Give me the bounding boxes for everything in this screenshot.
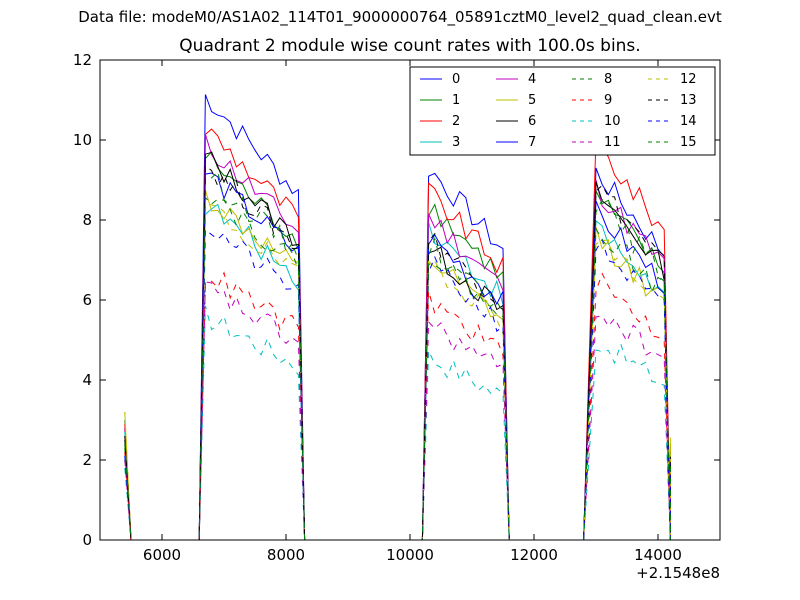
y-tick-label: 6	[82, 291, 92, 309]
legend-box	[409, 66, 716, 156]
series-line-7	[124, 172, 671, 541]
y-tick-label: 2	[82, 451, 92, 469]
series-line-4	[124, 134, 671, 541]
legend-label-14: 14	[680, 114, 697, 129]
y-tick-label: 12	[73, 51, 92, 69]
series-lines	[124, 94, 671, 541]
series-line-14	[124, 228, 671, 541]
series-line-11	[124, 281, 671, 541]
x-tick-label: 8000	[267, 546, 305, 564]
y-tick-label: 8	[82, 211, 92, 229]
legend-label-4: 4	[528, 72, 536, 87]
x-offset-label: +2.1548e8	[636, 564, 720, 582]
series-line-2	[124, 128, 671, 541]
legend-label-5: 5	[528, 93, 536, 108]
series-line-9	[124, 271, 671, 541]
y-tick-label: 4	[82, 371, 92, 389]
series-line-1	[124, 150, 671, 541]
series-line-10	[124, 305, 671, 541]
y-tick-label: 0	[82, 531, 92, 549]
series-line-13	[124, 164, 671, 541]
series-line-0	[124, 94, 671, 541]
series-line-6	[124, 151, 671, 541]
legend-label-10: 10	[604, 114, 621, 129]
x-tick-label: 12000	[510, 546, 558, 564]
series-line-15	[124, 196, 671, 541]
legend-label-1: 1	[452, 93, 460, 108]
legend-label-8: 8	[604, 72, 612, 87]
legend-label-0: 0	[452, 72, 460, 87]
x-tick-label: 14000	[634, 546, 682, 564]
legend-label-13: 13	[680, 93, 697, 108]
y-tick-label: 10	[73, 131, 92, 149]
legend-label-15: 15	[680, 135, 697, 150]
x-tick-label: 6000	[143, 546, 181, 564]
legend-label-9: 9	[604, 93, 612, 108]
series-line-5	[124, 190, 671, 541]
axes: 6000 8000 10000 12000 14000024681012+2.1548e…	[73, 51, 720, 582]
legend-label-11: 11	[604, 135, 621, 150]
x-tick-label: 10000	[386, 546, 434, 564]
figure-suptitle: Data file: modeM0/AS1A02_114T01_90000007…	[78, 8, 722, 26]
legend-label-6: 6	[528, 114, 536, 129]
legend-label-3: 3	[452, 135, 460, 150]
chart-title: Quadrant 2 module wise count rates with …	[179, 36, 641, 56]
legend-label-7: 7	[528, 135, 536, 150]
legend-label-12: 12	[680, 72, 697, 87]
series-line-8	[124, 170, 671, 541]
legend-label-2: 2	[452, 114, 460, 129]
series-line-12	[124, 200, 671, 541]
